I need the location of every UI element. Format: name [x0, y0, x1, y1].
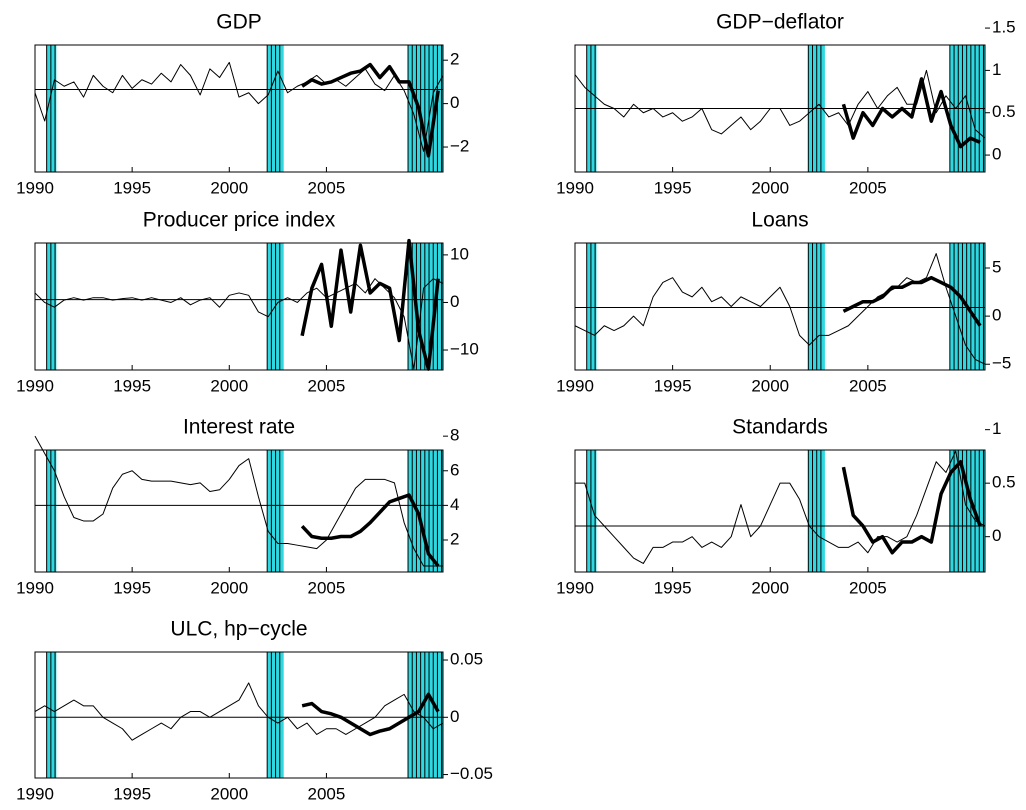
data-line: [842, 275, 982, 327]
plot-frame: [574, 44, 986, 173]
plot-frame: [574, 242, 986, 371]
panel: GDP 1990 1995 2000 2005 −2 0 2: [16, 11, 469, 198]
recession-band: [46, 652, 57, 778]
x-tick-label: 2005: [308, 376, 346, 395]
y-tick-label: −2: [450, 137, 469, 156]
y-tick-label: 0: [992, 306, 1001, 325]
x-tick-label: 1995: [113, 376, 151, 395]
panel: Producer price index 1990 1995 2000 2005 −10 0…: [16, 209, 479, 396]
x-tick-label: 1990: [556, 178, 594, 197]
x-tick-label: 2005: [849, 178, 887, 197]
x-tick-label: 2000: [210, 578, 248, 597]
data-line: [301, 692, 440, 737]
x-tick-label: 2000: [751, 178, 789, 197]
recession-band: [46, 45, 57, 172]
data-line: [574, 253, 986, 365]
data-line: [301, 62, 440, 158]
y-tick-label: −10: [450, 340, 479, 359]
x-tick-label: 1995: [113, 784, 151, 803]
panel: Standards 1990 1995 2000 2005 0 0.5 1: [556, 416, 1016, 598]
data-line: [841, 77, 981, 149]
y-tick-label: 0: [992, 526, 1001, 545]
y-tick-label: 0.5: [992, 473, 1016, 492]
x-tick-label: 1995: [113, 578, 151, 597]
chart-title: GDP−deflator: [716, 11, 844, 34]
y-tick-label: 0.05: [450, 650, 483, 669]
y-tick-label: 1.5: [992, 18, 1016, 37]
y-tick-label: 2: [450, 50, 459, 69]
plot-frame: [34, 44, 444, 173]
y-tick-label: −5: [992, 354, 1011, 373]
chart-title: Interest rate: [183, 416, 295, 439]
data-line: [300, 493, 440, 568]
x-tick-label: 2000: [210, 178, 248, 197]
y-tick-label: 4: [450, 495, 459, 514]
x-tick-label: 1995: [654, 178, 692, 197]
y-tick-label: 10: [450, 244, 469, 263]
chart-title: Loans: [751, 209, 808, 232]
chart-title: Standards: [732, 416, 828, 439]
plot-frame: [34, 242, 444, 371]
x-tick-label: 2000: [751, 376, 789, 395]
y-tick-label: −0.05: [450, 764, 493, 783]
y-tick-label: 0: [992, 145, 1001, 164]
y-tick-label: 1: [992, 60, 1001, 79]
x-tick-label: 1995: [654, 578, 692, 597]
x-tick-label: 1990: [556, 578, 594, 597]
panel: GDP−deflator 1990 1995 2000 2005 0 0.5 1 1.5: [556, 11, 1016, 198]
y-tick-label: 5: [992, 257, 1001, 276]
x-tick-label: 1990: [16, 376, 54, 395]
x-tick-label: 2005: [308, 178, 346, 197]
y-tick-label: 2: [450, 529, 459, 548]
y-tick-label: 0: [450, 292, 459, 311]
x-tick-label: 1990: [16, 178, 54, 197]
y-tick-label: 1: [992, 419, 1001, 438]
data-line: [34, 435, 443, 567]
data-line: [575, 450, 986, 564]
data-line: [34, 61, 444, 152]
chart-title: Producer price index: [143, 209, 336, 232]
data-line: [34, 278, 444, 370]
chart-title: GDP: [216, 11, 262, 34]
plot-frame: [34, 651, 444, 779]
recession-band: [46, 450, 57, 572]
x-tick-label: 1995: [113, 178, 151, 197]
x-tick-label: 2000: [210, 784, 248, 803]
x-tick-label: 2005: [849, 376, 887, 395]
recession-band: [46, 243, 57, 370]
x-tick-label: 1990: [556, 376, 594, 395]
y-tick-label: 0: [450, 707, 459, 726]
y-tick-label: 0: [450, 93, 459, 112]
x-tick-label: 2000: [210, 376, 248, 395]
x-tick-label: 1990: [16, 578, 54, 597]
x-tick-label: 1990: [16, 784, 54, 803]
y-tick-label: 8: [450, 426, 459, 445]
data-line: [841, 460, 982, 555]
x-tick-label: 1995: [654, 376, 692, 395]
x-tick-label: 2005: [308, 578, 346, 597]
panel: Loans 1990 1995 2000 2005 −5 0 5: [556, 209, 1011, 396]
plot-frame: [34, 449, 444, 573]
y-tick-label: 6: [450, 460, 459, 479]
recession-band: [586, 243, 597, 370]
panel: ULC, hp−cycle 1990 1995 2000 2005 −0.05 0 0.05: [16, 618, 493, 804]
data-line: [34, 682, 444, 741]
x-tick-label: 2005: [308, 784, 346, 803]
y-tick-label: 0.5: [992, 102, 1016, 121]
chart-title: ULC, hp−cycle: [170, 618, 307, 641]
x-tick-label: 2000: [751, 578, 789, 597]
recession-band: [586, 450, 597, 572]
x-tick-label: 2005: [849, 578, 887, 597]
plot-frame: [574, 449, 986, 573]
data-line: [300, 238, 440, 371]
panel: Interest rate 1990 1995 2000 2005 2 4 6 8: [16, 416, 459, 598]
